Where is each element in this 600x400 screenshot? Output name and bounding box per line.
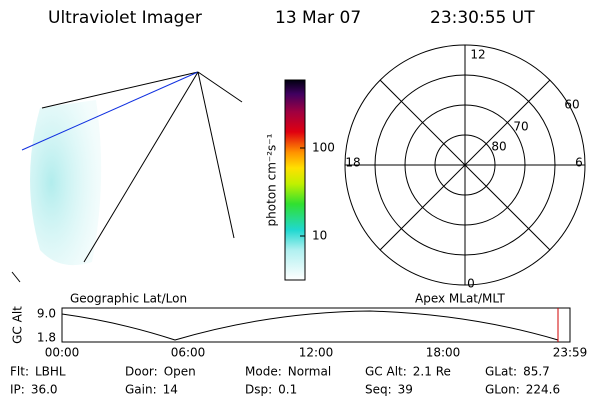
image-panel [11,71,243,283]
title: Ultraviolet Imager [48,8,202,28]
x-tick-label: 18:00 [426,346,461,360]
status-label: Gain: [125,383,157,397]
plot-title-left: Geographic Lat/Lon [70,292,187,306]
status-label: GLon: [485,383,520,397]
status-label: Flt: [10,365,29,379]
colorbar-label: photon cm⁻²s⁻¹ [265,133,279,226]
lat-label: 80 [491,140,506,154]
mlt-label: 0 [467,277,475,291]
status-label: Door: [125,365,158,379]
mlt-label: 18 [345,156,360,170]
status-label: GLat: [485,365,517,379]
status-value: Normal [288,365,331,379]
polar-grid: 12 18 6 0 60 70 80 [344,44,586,291]
x-tick-label: 12:00 [299,346,334,360]
y-tick-label: 9.0 [37,307,56,321]
status-label: Dsp: [245,383,272,397]
colorbar: 100 10 photon cm⁻²s⁻¹ [265,79,335,281]
status-value: 39 [398,383,413,397]
status-value: 85.7 [523,365,550,379]
mlt-label: 6 [575,156,583,170]
status-label: GC Alt: [365,365,407,379]
status-label: IP: [10,383,25,397]
altitude-plot: Geographic Lat/Lon Apex MLat/MLT GC Alt … [11,292,588,360]
status-value: 36.0 [31,383,58,397]
mlt-label: 12 [470,48,485,62]
lat-label: 70 [513,120,528,134]
time: 23:30:55 UT [430,8,535,28]
x-tick-label: 06:00 [171,346,206,360]
status-block: Flt: LBHL Door: Open Mode: Normal GC Alt: 2.1 R… [10,365,560,397]
status-label: Seq: [365,383,392,397]
status-value: Open [164,365,196,379]
status-value: LBHL [35,365,66,379]
x-tick-label: 00:00 [45,346,80,360]
x-tick-label: 23:59 [553,346,588,360]
lat-label: 60 [564,98,579,112]
status-value: 0.1 [278,383,297,397]
colorbar-tick: 100 [312,141,335,155]
plot-title-right: Apex MLat/MLT [415,292,505,306]
status-label: Mode: [245,365,282,379]
status-value: 2.1 Re [413,365,451,379]
status-value: 14 [163,383,178,397]
colorbar-tick: 10 [312,229,327,243]
plot-ylabel: GC Alt [11,306,25,344]
date: 13 Mar 07 [275,8,361,28]
status-value: 224.6 [526,383,560,397]
y-tick-label: 1.8 [37,331,56,345]
